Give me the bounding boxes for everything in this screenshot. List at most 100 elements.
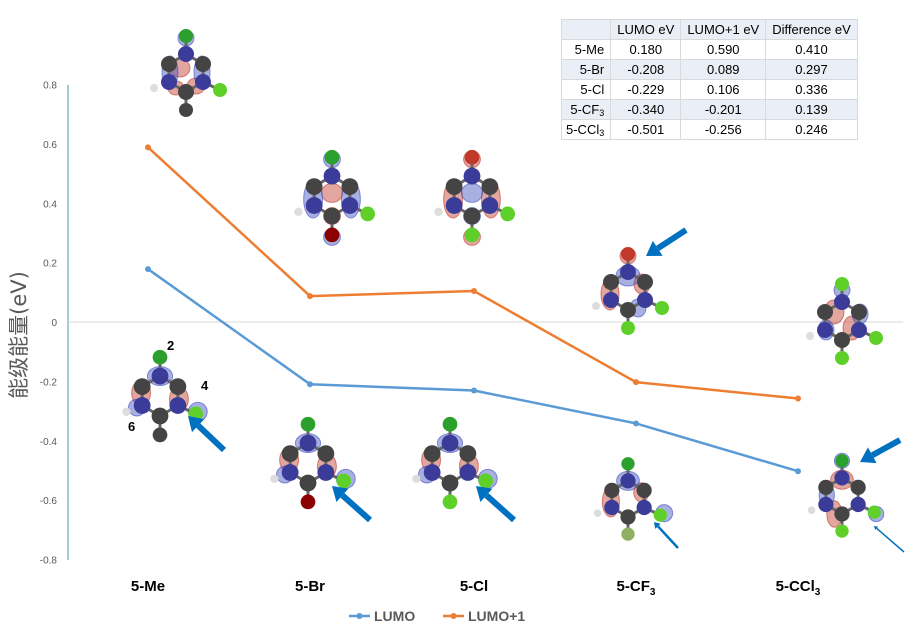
legend-item-lumo: LUMO — [349, 608, 415, 624]
legend-item-lumo-plus-1: LUMO+1 — [443, 608, 525, 624]
x-category-label: 5-Me — [131, 578, 165, 595]
atom — [178, 84, 194, 100]
atom — [621, 457, 635, 471]
atom — [817, 322, 833, 338]
cell-lumo1: 0.106 — [680, 79, 767, 100]
legend-label-lumo-plus-1: LUMO+1 — [468, 608, 525, 624]
y-tick-labels: 0.8 0.6 0.4 0.2 0 -0.2 -0.4 -0.6 -0.8 — [40, 81, 58, 567]
atom — [441, 434, 459, 452]
atom — [423, 445, 441, 462]
atom — [323, 207, 341, 225]
atom — [463, 207, 481, 225]
atom — [851, 304, 867, 320]
atom — [423, 464, 441, 481]
atom — [835, 277, 849, 291]
atom — [478, 473, 494, 489]
atom — [850, 496, 866, 513]
y-tick-label: -0.4 — [40, 437, 58, 448]
atom — [161, 74, 177, 90]
atom — [281, 445, 299, 462]
atom — [620, 509, 636, 525]
table-header-diff: Difference eV — [765, 19, 858, 40]
arrow-head — [188, 416, 205, 433]
atom — [818, 479, 834, 495]
arrow-shaft — [876, 527, 905, 553]
atom — [412, 474, 421, 483]
atom — [481, 178, 499, 196]
atom — [305, 178, 323, 196]
data-point — [145, 266, 151, 273]
table-row: 5-Cl -0.229 0.106 0.336 — [560, 79, 858, 100]
atom — [445, 178, 463, 196]
data-point — [307, 381, 313, 388]
atom — [152, 427, 168, 443]
data-point — [633, 420, 639, 427]
y-tick-label: 0.6 — [43, 140, 57, 151]
x-category-label: 5-Cl — [460, 578, 488, 595]
cell-lumo: -0.501 — [610, 119, 682, 140]
y-tick-label: 0.8 — [43, 81, 57, 92]
atom-label-2: 2 — [167, 338, 174, 353]
data-point — [471, 387, 477, 394]
table-header-lumo1: LUMO+1 eV — [680, 19, 767, 40]
cell-diff: 0.297 — [765, 59, 858, 80]
atom — [834, 332, 850, 348]
row-label: 5-CCl3 — [560, 119, 612, 140]
energy-table: LUMO eV LUMO+1 eV Difference eV 5-Me 0.1… — [560, 19, 858, 140]
atom — [463, 167, 481, 185]
atom — [806, 332, 814, 340]
atom — [341, 197, 359, 214]
atom-number-labels: 2 4 6 — [128, 338, 209, 434]
y-tick-label: -0.8 — [40, 556, 58, 567]
arrow-shaft — [870, 437, 902, 458]
atom — [133, 378, 151, 395]
chart-axes — [67, 85, 903, 560]
data-point — [633, 379, 639, 386]
atom — [835, 524, 849, 538]
atom — [169, 378, 187, 395]
x-category-label: 5-CCl3 — [776, 578, 821, 598]
atom — [636, 499, 652, 516]
data-point — [471, 288, 477, 295]
atom — [637, 292, 653, 308]
atom — [179, 103, 193, 117]
chart-legend: LUMO LUMO+1 — [349, 608, 525, 624]
y-tick-label: 0.2 — [43, 259, 57, 270]
atom — [834, 506, 850, 522]
cell-diff: 0.336 — [765, 79, 858, 100]
atom — [161, 56, 177, 72]
row-label: 5-Cl — [560, 79, 612, 100]
atom — [169, 397, 187, 414]
atom — [835, 351, 849, 365]
atom — [834, 470, 850, 486]
atom — [500, 206, 516, 222]
atom — [807, 506, 816, 514]
cell-lumo: 0.180 — [610, 39, 682, 60]
atom — [869, 331, 883, 345]
arrow-head — [654, 522, 661, 529]
arrow-shaft — [657, 525, 679, 549]
atom — [195, 74, 211, 90]
atom — [834, 294, 850, 310]
y-tick-label: 0 — [51, 318, 57, 329]
atom — [592, 302, 600, 310]
atom — [150, 84, 158, 92]
atom — [655, 301, 669, 315]
atom — [603, 274, 619, 290]
arrow-shaft — [484, 493, 517, 523]
cell-diff: 0.246 — [765, 119, 858, 140]
atom — [620, 264, 636, 280]
atom — [867, 505, 881, 519]
atom — [441, 474, 459, 492]
atom — [835, 454, 849, 468]
atom — [317, 445, 335, 462]
data-point — [795, 395, 801, 402]
arrow-head — [332, 486, 349, 503]
atom-label-6: 6 — [128, 419, 135, 434]
x-category-label: 5-Br — [295, 578, 325, 595]
orbital-lobe — [461, 182, 483, 203]
atom — [459, 445, 477, 462]
atom — [621, 247, 635, 261]
